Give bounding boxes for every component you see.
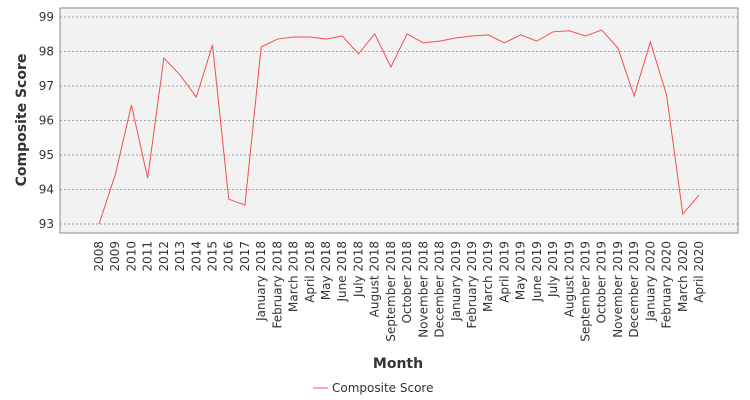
x-tick-label: April 2020 [692,241,706,303]
y-tick-label: 93 [39,217,54,231]
x-tick-label: March 2020 [676,241,690,312]
y-tick-label: 99 [39,10,54,24]
x-tick-label: 2016 [222,241,236,272]
x-tick-label: June 2018 [335,241,349,303]
x-tick-label: October 2018 [400,241,414,323]
x-tick-label: February 2019 [465,241,479,329]
x-tick-label: February 2018 [270,241,284,329]
y-axis-label: Composite Score [14,54,30,187]
x-tick-label: 2017 [238,241,252,272]
x-tick-label: August 2019 [562,241,576,317]
x-tick-label: July 2018 [351,241,365,298]
x-tick-label: September 2018 [384,241,398,342]
legend-label: Composite Score [332,381,433,395]
x-tick-label: 2009 [108,241,122,272]
line [98,29,700,225]
y-tick-label: 96 [39,114,54,128]
x-tick-label: August 2018 [368,241,382,317]
x-tick-label: May 2018 [319,241,333,300]
y-tick-label: 95 [39,148,54,162]
y-tick-label: 94 [39,183,54,197]
x-tick-label: January 2020 [643,241,657,322]
x-tick-label: September 2019 [578,241,592,342]
x-tick-label: February 2020 [660,241,674,329]
x-tick-label: 2011 [141,241,155,272]
x-tick-label: November 2018 [416,241,430,338]
x-tick-label: October 2019 [595,241,609,323]
x-tick-label: July 2019 [546,241,560,298]
x-tick-label: January 2019 [449,241,463,322]
y-tick-label: 97 [39,79,54,93]
y-tick-label: 98 [39,44,54,58]
x-tick-label: January 2018 [254,241,268,322]
x-tick-label: November 2019 [611,241,625,338]
x-tick-label: May 2019 [514,241,528,300]
x-tick-label: 2013 [173,241,187,272]
x-tick-label: April 2018 [303,241,317,303]
x-tick-label: December 2018 [433,241,447,338]
x-axis-label: Month [373,356,423,372]
x-tick-label: April 2019 [497,241,511,303]
x-tick-label: March 2018 [287,241,301,312]
x-tick-label: March 2019 [481,241,495,312]
x-tick-label: June 2019 [530,241,544,303]
x-tick-label: 2010 [124,241,138,272]
x-tick-label: December 2019 [627,241,641,338]
x-tick-label: 2008 [92,241,106,272]
x-tick-label: 2012 [157,241,171,272]
x-tick-label: 2015 [206,241,220,272]
x-tick-label: 2014 [189,241,203,272]
